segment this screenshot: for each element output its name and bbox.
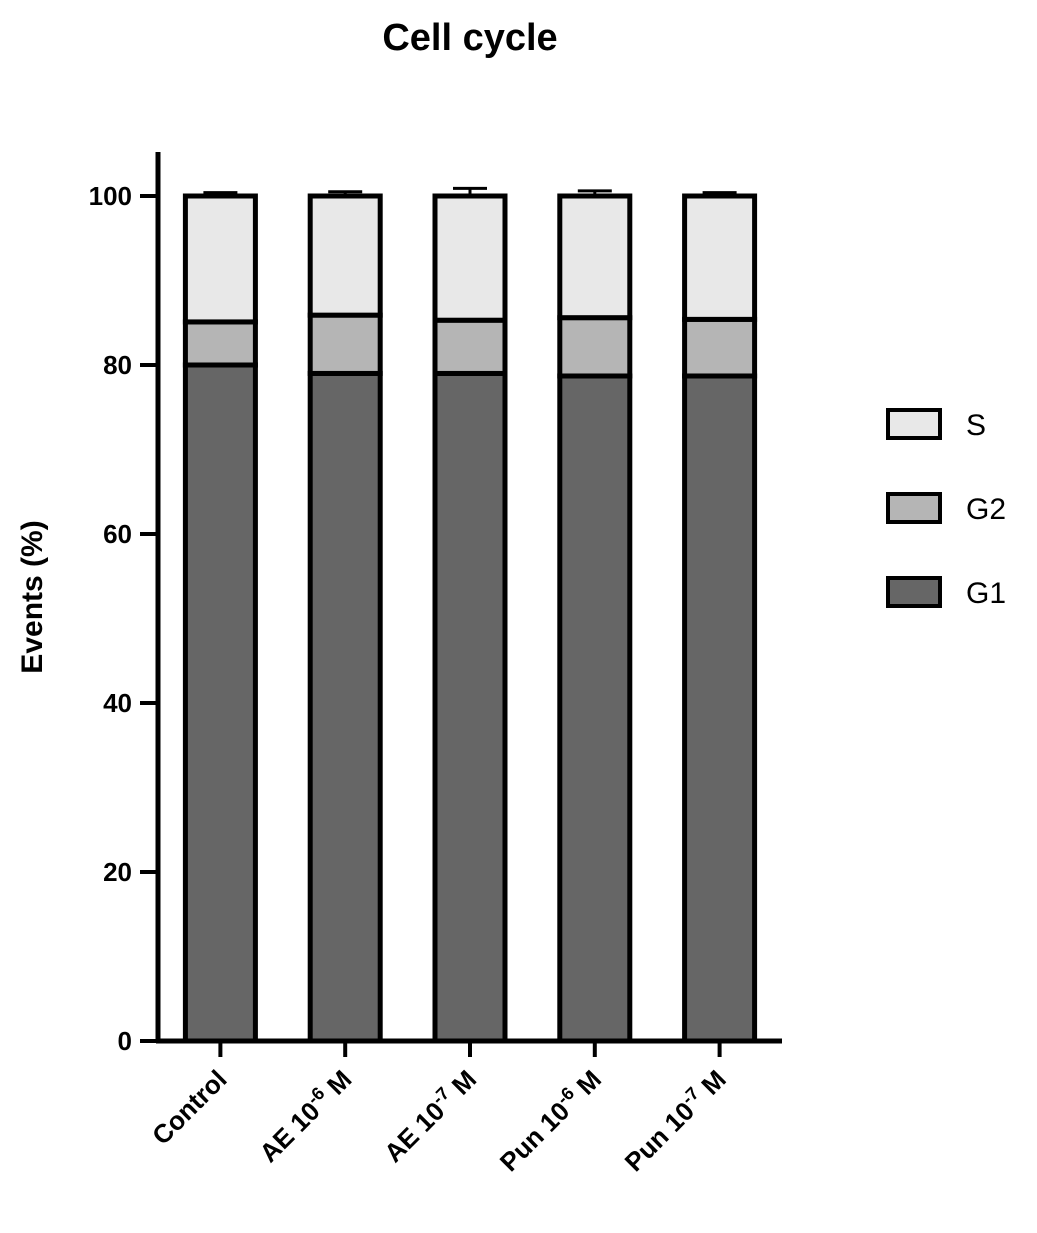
x-tick-label-3: Pun 10-6 M (492, 1063, 607, 1178)
bar-s-0 (182, 193, 258, 325)
x-tick-label-4: Pun 10-7 M (617, 1063, 732, 1178)
bar-g1-3 (557, 373, 633, 1044)
bar-g1-2 (432, 370, 508, 1044)
y-tick-label-5: 100 (89, 181, 132, 211)
legend-label-g2: G2 (966, 493, 1006, 526)
y-tick-label-2: 40 (103, 688, 132, 718)
x-tick-label-1: AE 10-6 M (252, 1063, 357, 1168)
bar-g2-1 (307, 312, 383, 376)
bar-s-3 (557, 193, 633, 321)
bar-g2-2 (432, 317, 508, 376)
bar-s-4 (682, 193, 758, 322)
bar-s-2 (432, 193, 508, 323)
legend-swatch-g1 (886, 576, 942, 608)
x-tick-label-base: Control (146, 1064, 233, 1151)
y-tick-label-0: 0 (118, 1026, 132, 1056)
legend: S G2 G1 (886, 408, 1006, 610)
y-tick-label-3: 60 (103, 519, 132, 549)
bar-g1-4 (682, 373, 758, 1044)
bar-s-1 (307, 193, 383, 318)
bar-g1-1 (307, 370, 383, 1044)
x-tick-label-base: Pun 10 (619, 1096, 700, 1177)
bar-g2-3 (557, 315, 633, 379)
y-tick-label-4: 80 (103, 350, 132, 380)
legend-label-s: S (966, 409, 986, 442)
y-axis-label: Events (%) (16, 520, 49, 673)
legend-swatch-g2 (886, 492, 942, 524)
chart-title: Cell cycle (382, 17, 557, 59)
x-tick-label-base: Pun 10 (494, 1096, 575, 1177)
bar-g2-4 (682, 316, 758, 379)
bar-g1-0 (182, 362, 258, 1044)
legend-label-g1: G1 (966, 577, 1006, 610)
bar-g2-0 (182, 319, 258, 368)
y-tick-label-1: 20 (103, 857, 132, 887)
x-tick-label-0: Control (146, 1064, 233, 1151)
legend-swatch-s (886, 408, 942, 440)
x-tick-label-2: AE 10-7 M (377, 1063, 482, 1168)
